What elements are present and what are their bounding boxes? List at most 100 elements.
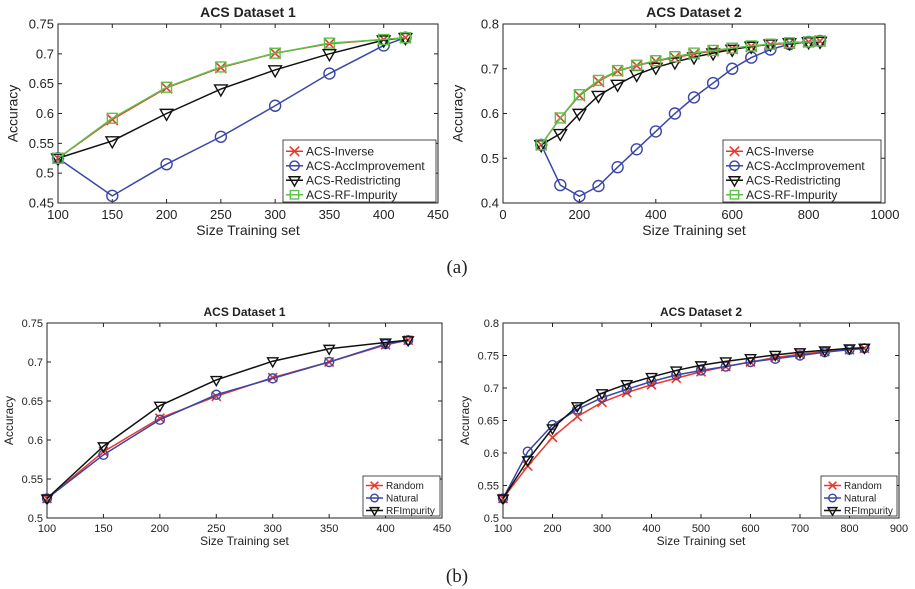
data-point <box>781 37 798 52</box>
y-tick-label: 0.55 <box>478 480 499 492</box>
legend-marker <box>368 506 381 517</box>
y-tick-label: 0.45 <box>29 196 54 211</box>
data-point <box>649 125 662 138</box>
data-point <box>645 372 658 384</box>
data-point <box>794 350 806 361</box>
chart-title: ACS Dataset 2 <box>660 305 742 319</box>
x-tick-label: 500 <box>692 523 710 535</box>
legend-marker <box>287 176 302 188</box>
x-tick-label: 300 <box>593 523 611 535</box>
x-tick-label: 250 <box>210 207 232 222</box>
x-tick-label: 350 <box>320 523 338 535</box>
x-tick-label: 900 <box>890 523 908 535</box>
data-point <box>812 36 828 50</box>
legend-marker <box>826 506 839 517</box>
data-point <box>573 190 586 203</box>
legend-marker <box>289 146 300 157</box>
chart-4: 100 200 300 400 500 600 700 800 900 0.5 0.55 0.6 0.6… <box>458 305 908 548</box>
x-tick-label: 400 <box>642 523 660 535</box>
data-point <box>378 33 390 46</box>
series-line <box>57 36 406 159</box>
data-point <box>267 65 283 79</box>
data-point <box>106 112 118 124</box>
data-point <box>706 76 720 90</box>
x-tick-label: 200 <box>151 523 169 535</box>
data-point <box>267 373 278 384</box>
x-tick-label: 300 <box>264 523 282 535</box>
y-tick-label: 0.55 <box>22 474 43 486</box>
data-point <box>814 35 826 47</box>
x-tick-label: 150 <box>94 523 112 535</box>
legend-entry: ACS-Redistricting <box>306 174 401 188</box>
x-tick-label: 400 <box>373 207 395 222</box>
data-point <box>764 38 777 50</box>
data-point <box>98 449 109 461</box>
y-tick-label: 0.5 <box>28 513 43 525</box>
series-RFImpurity <box>496 343 871 506</box>
figure-label-a: (a) <box>446 257 467 278</box>
series-line <box>540 40 821 146</box>
x-tick-label: 450 <box>433 523 451 535</box>
legend-entry: ACS-RF-Impurity <box>306 188 397 202</box>
data-point <box>211 389 222 400</box>
data-point <box>106 189 119 203</box>
data-point <box>160 81 173 93</box>
chart-title: ACS Dataset 1 <box>203 305 285 319</box>
data-point <box>745 40 757 52</box>
data-point <box>160 158 173 171</box>
legend-marker <box>729 189 740 200</box>
data-point <box>610 79 626 93</box>
legend-box <box>282 139 437 203</box>
data-point <box>687 91 701 104</box>
legend-marker <box>370 481 379 490</box>
data-point <box>768 350 782 362</box>
legend-marker <box>828 481 837 490</box>
chart-title: ACS Dataset 1 <box>200 4 296 20</box>
series-RFImpurity <box>40 336 415 506</box>
y-tick-label: 0.7 <box>481 61 499 76</box>
data-point <box>153 401 167 413</box>
chart-3: 100 150 200 250 300 350 400 450 0.5 0.55 0.6 0.65 0.… <box>2 305 451 548</box>
series-line <box>46 339 409 500</box>
y-tick-label: 0.7 <box>28 357 43 369</box>
data-point <box>399 32 412 44</box>
data-point <box>376 35 392 49</box>
data-point <box>592 74 605 87</box>
y-tick-label: 0.8 <box>484 318 499 330</box>
legend-entry: RFImpurity <box>844 506 893 517</box>
y-axis-label: Accuracy <box>2 396 16 445</box>
y-tick-label: 0.7 <box>484 383 499 395</box>
legend-entry: RFImpurity <box>386 506 435 517</box>
y-tick-label: 0.75 <box>29 17 54 32</box>
data-point <box>52 152 64 164</box>
data-point <box>379 338 392 350</box>
data-point <box>629 69 645 83</box>
data-point <box>554 112 566 124</box>
series-Random <box>41 335 414 504</box>
series-Natural <box>41 334 414 504</box>
y-tick-label: 0.6 <box>28 435 43 447</box>
x-tick-label: 200 <box>543 523 561 535</box>
data-point <box>547 432 558 443</box>
y-tick-label: 0.6 <box>36 106 54 121</box>
data-point <box>724 44 740 58</box>
legend-entry: ACS-Inverse <box>746 145 814 159</box>
data-point <box>595 389 609 401</box>
x-tick-label: 400 <box>645 207 667 222</box>
series-line <box>57 36 406 159</box>
data-point <box>401 336 415 348</box>
data-point <box>707 44 719 57</box>
x-tick-label: 1000 <box>871 207 900 222</box>
data-point <box>630 143 643 156</box>
y-tick-label: 0.5 <box>36 166 54 181</box>
x-tick-label: 450 <box>427 207 449 222</box>
series-ACS-AccImprovement <box>535 34 827 203</box>
legend-marker <box>729 160 740 172</box>
legend-marker <box>369 493 380 503</box>
data-point <box>571 108 587 122</box>
y-tick-label: 0.5 <box>481 151 499 166</box>
data-point <box>743 41 759 55</box>
y-tick-label: 0.65 <box>29 76 54 91</box>
